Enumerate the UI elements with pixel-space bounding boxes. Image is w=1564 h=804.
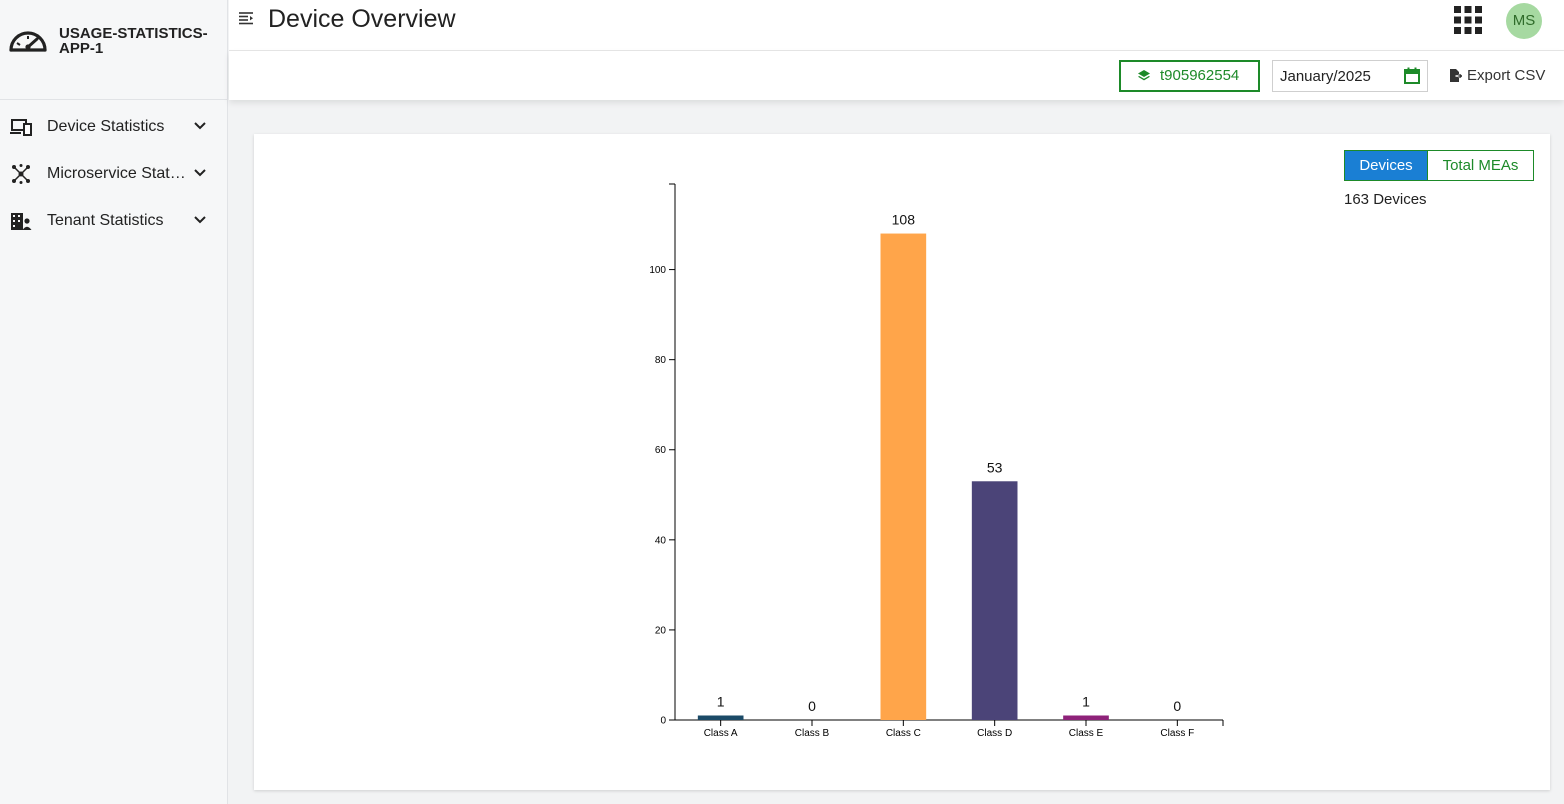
metric-toggle: Devices Total MEAs (1344, 150, 1534, 181)
sidebar-item-tenant-statistics[interactable]: Tenant Statistics (0, 199, 228, 243)
x-tick-label: Class E (1069, 728, 1104, 739)
file-export-icon (1450, 69, 1462, 82)
bar-chart: 0 20 40 60 80 100 1 Class A 0 Class B 108 Class C 53… (649, 183, 1224, 739)
sidebar-item-microservice-statistics[interactable]: Microservice Statistics (0, 152, 228, 196)
bar-value-label: 53 (987, 459, 1003, 475)
y-tick-label: 100 (649, 265, 666, 276)
menu-toggle-icon[interactable] (238, 10, 254, 26)
y-tick-label: 60 (655, 445, 667, 456)
tenant-building-icon (11, 213, 32, 230)
x-tick-label: Class C (886, 728, 921, 739)
x-tick-label: Class D (977, 728, 1012, 739)
bar-class-c (880, 233, 927, 721)
month-input[interactable] (1273, 61, 1400, 91)
microservice-icon (12, 164, 30, 184)
bar-class-a (697, 715, 744, 720)
chevron-down-icon (194, 122, 206, 130)
bar-value-label: 1 (1082, 693, 1090, 709)
action-bar: t905962554 Export CSV (229, 51, 1564, 100)
sidebar-item-label: Device Statistics (47, 118, 165, 135)
brand: USAGE-STATISTICS-APP-1 (0, 0, 228, 100)
devices-icon (10, 119, 32, 136)
sidebar-item-label: Tenant Statistics (47, 212, 164, 229)
user-avatar[interactable]: MS (1506, 3, 1542, 39)
top-bar: Device Overview MS (229, 0, 1564, 51)
chevron-down-icon (194, 216, 206, 224)
gauge-icon (9, 31, 47, 52)
bar-class-d (971, 481, 1018, 720)
y-tick-label: 0 (660, 716, 666, 727)
calendar-icon[interactable] (1404, 67, 1420, 84)
y-tick-label: 40 (655, 535, 667, 546)
layers-icon (1138, 70, 1150, 81)
chart-card: 0 20 40 60 80 100 1 Class A 0 Class B 108 Class C 53… (254, 134, 1550, 790)
x-tick-label: Class B (795, 728, 830, 739)
sidebar: USAGE-STATISTICS-APP-1 Device Statistics… (0, 0, 228, 804)
sidebar-item-label: Microservice Statistics (47, 165, 187, 182)
device-count-summary: 163 Devices (1344, 191, 1427, 208)
bar-value-label: 0 (808, 698, 816, 714)
app-brand-title: USAGE-STATISTICS-APP-1 (59, 25, 208, 57)
tenant-selector-button[interactable]: t905962554 (1119, 60, 1260, 92)
page-title: Device Overview (268, 5, 456, 33)
export-csv-label: Export CSV (1467, 67, 1546, 84)
x-tick-label: Class A (704, 728, 738, 739)
app-grid-icon[interactable] (1454, 6, 1482, 34)
bar-class-e (1063, 715, 1109, 720)
devices-toggle-button[interactable]: Devices (1345, 151, 1427, 180)
x-tick-label: Class F (1160, 728, 1194, 739)
bar-value-label: 0 (1173, 698, 1181, 714)
y-tick-label: 20 (655, 625, 667, 636)
month-picker[interactable] (1272, 60, 1428, 92)
chevron-down-icon (194, 169, 206, 177)
tenant-id-label: t905962554 (1160, 67, 1240, 84)
bar-value-label: 108 (892, 212, 916, 228)
y-tick-label: 80 (655, 355, 667, 366)
total-meas-toggle-button[interactable]: Total MEAs (1427, 151, 1533, 180)
sidebar-item-device-statistics[interactable]: Device Statistics (0, 105, 228, 149)
bar-value-label: 1 (717, 693, 725, 709)
